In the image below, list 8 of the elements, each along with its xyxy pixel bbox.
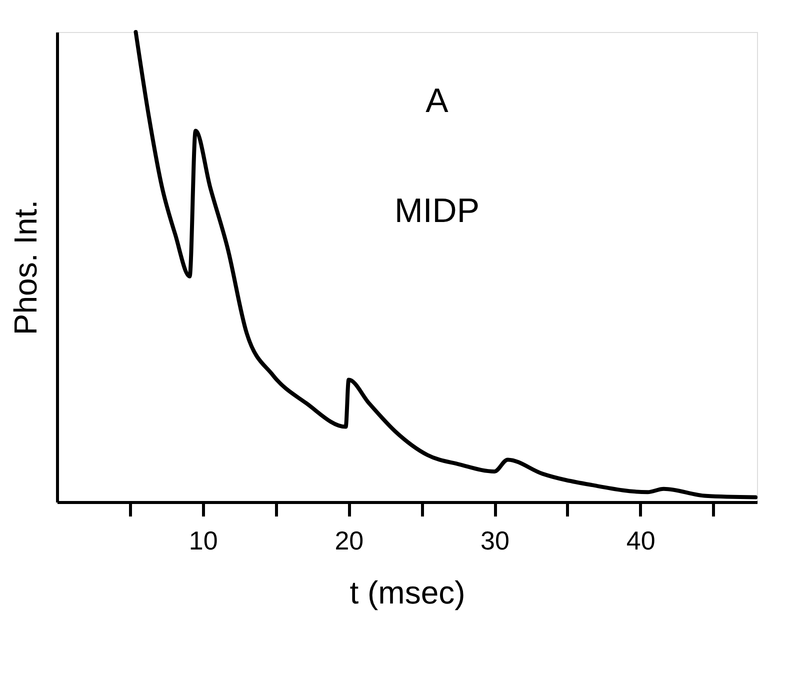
annotation: MIDP — [394, 192, 480, 230]
y-axis-title: Phos. Int. — [8, 200, 44, 336]
annotation: A — [426, 82, 449, 120]
x-axis-title: t (msec) — [350, 574, 466, 610]
x-tick-label: 10 — [188, 526, 218, 556]
x-tick-label: 20 — [334, 526, 364, 556]
x-tick-label: 30 — [480, 526, 510, 556]
x-tick-label: 40 — [626, 526, 656, 556]
